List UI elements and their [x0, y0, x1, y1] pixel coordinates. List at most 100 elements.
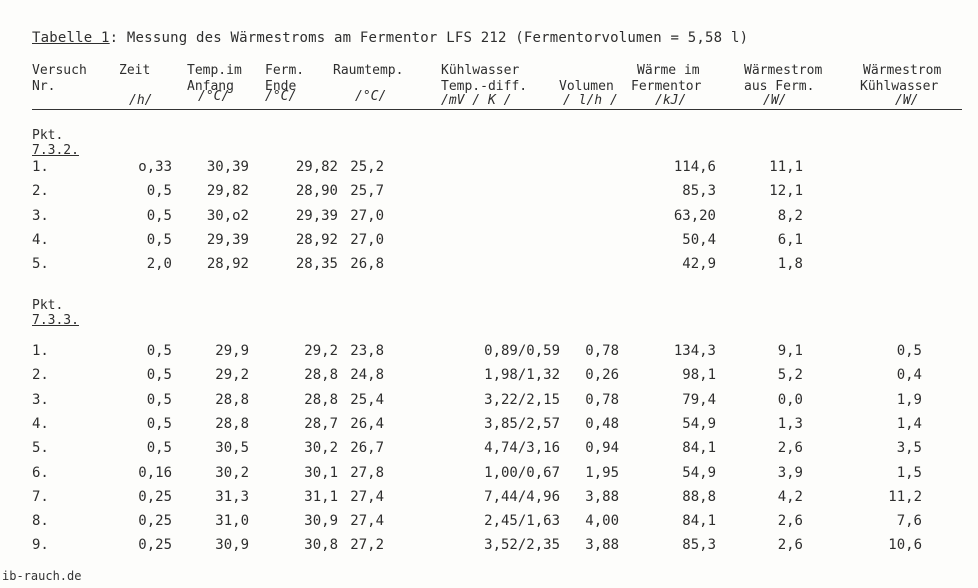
cell-ws_kw: 0,5 [896, 343, 922, 359]
cell-zeit: 0,25 [138, 537, 172, 554]
cell-t_end: 28,92 [295, 231, 338, 248]
section-label-line2: 7.3.2. [32, 143, 79, 158]
cell-vol: 0,26 [585, 367, 619, 384]
cell-t_anf: 29,2 [215, 367, 249, 384]
cell-t_anf: 30,9 [215, 537, 249, 554]
column-unit-raum: /°C/ [355, 89, 387, 104]
cell-waerme: 85,3 [682, 183, 716, 200]
cell-nr: 9. [32, 537, 49, 554]
cell-t_end: 31,1 [304, 488, 338, 505]
column-header-t_end-line2: Ende [265, 79, 297, 94]
column-unit-waerme: /kJ/ [655, 93, 687, 108]
cell-zeit: 0,5 [146, 440, 172, 457]
cell-t_anf: 30,39 [206, 159, 249, 175]
table-title-text: : Messung des Wärmestroms am Fermentor L… [109, 30, 749, 46]
cell-raum: 25,2 [350, 159, 384, 175]
cell-t_anf: 31,3 [215, 488, 249, 505]
cell-ws_ferm: 3,9 [777, 464, 803, 481]
cell-zeit: 0,25 [138, 513, 172, 530]
cell-t_anf: 28,8 [215, 391, 249, 408]
cell-raum: 27,0 [350, 207, 384, 224]
cell-ws_kw: 1,9 [896, 391, 922, 408]
column-header-nr-line2: Nr. [32, 79, 56, 94]
cell-nr: 1. [32, 343, 49, 359]
cell-ws_kw: 7,6 [896, 513, 922, 530]
cell-ws_ferm: 8,2 [777, 207, 803, 224]
cell-t_end: 28,7 [304, 415, 338, 432]
cell-raum: 25,4 [350, 391, 384, 408]
cell-zeit: 0,5 [146, 367, 172, 384]
cell-nr: 7. [32, 488, 49, 505]
cell-waerme: 42,9 [682, 256, 716, 273]
cell-waerme: 54,9 [682, 464, 716, 481]
column-header-t_anf-line2: Anfang [187, 79, 234, 94]
cell-kw: 1,00/0,67 [484, 464, 560, 481]
section-label-line1: Pkt. [32, 128, 64, 143]
cell-nr: 4. [32, 415, 49, 432]
cell-waerme: 85,3 [682, 537, 716, 554]
cell-t_anf: 30,o2 [206, 207, 249, 224]
column-header-vol-line2: Volumen [559, 79, 614, 94]
cell-vol: 3,88 [585, 537, 619, 554]
cell-vol: 3,88 [585, 488, 619, 505]
cell-t_end: 29,2 [304, 343, 338, 359]
cell-raum: 27,4 [350, 513, 384, 530]
cell-waerme: 114,6 [673, 159, 716, 175]
cell-vol: 0,78 [585, 391, 619, 408]
cell-waerme: 134,3 [673, 343, 716, 359]
cell-nr: 6. [32, 464, 49, 481]
cell-ws_ferm: 12,1 [769, 183, 803, 200]
column-unit-ws_kw: /W/ [895, 93, 919, 108]
cell-raum: 23,8 [350, 343, 384, 359]
cell-raum: 25,7 [350, 183, 384, 200]
cell-waerme: 50,4 [682, 231, 716, 248]
cell-ws_kw: 0,4 [896, 367, 922, 384]
cell-ws_ferm: 0,0 [777, 391, 803, 408]
cell-kw: 2,45/1,63 [484, 513, 560, 530]
column-header-nr: Versuch [32, 63, 87, 78]
cell-zeit: 0,5 [146, 343, 172, 359]
footer-watermark: ib-rauch.de [2, 569, 82, 583]
cell-zeit: 2,0 [146, 256, 172, 273]
cell-nr: 4. [32, 231, 49, 248]
table-title: Tabelle 1: Messung des Wärmestroms am Fe… [32, 30, 748, 46]
table-title-label: Tabelle 1 [32, 30, 110, 46]
cell-t_anf: 29,82 [206, 183, 249, 200]
column-header-ws_kw-line2: Kühlwasser [860, 79, 939, 94]
column-unit-ws_ferm: /W/ [763, 93, 787, 108]
cell-ws_ferm: 2,6 [777, 537, 803, 554]
cell-waerme: 79,4 [682, 391, 716, 408]
cell-t_end: 30,8 [304, 537, 338, 554]
cell-waerme: 54,9 [682, 415, 716, 432]
cell-kw: 4,74/3,16 [484, 440, 560, 457]
section-label: Pkt. 7.3.2. [32, 128, 79, 158]
column-header-waerme-line2: Fermentor [631, 79, 702, 94]
column-header-kw-line2: Temp.-diff. [441, 79, 528, 94]
column-header-ws_ferm: Wärmestrom [744, 63, 823, 78]
cell-vol: 1,95 [585, 464, 619, 481]
cell-kw: 1,98/1,32 [484, 367, 560, 384]
cell-zeit: 0,16 [138, 464, 172, 481]
cell-ws_ferm: 1,3 [777, 415, 803, 432]
column-unit-kw: /mV / K / [441, 93, 512, 108]
cell-raum: 26,7 [350, 440, 384, 457]
column-header-ws_ferm-line2: aus Ferm. [744, 79, 815, 94]
cell-raum: 26,8 [350, 256, 384, 273]
cell-t_end: 28,8 [304, 367, 338, 384]
cell-nr: 3. [32, 391, 49, 408]
cell-ws_kw: 3,5 [896, 440, 922, 457]
cell-t_end: 29,82 [295, 159, 338, 175]
cell-ws_ferm: 1,8 [777, 256, 803, 273]
cell-raum: 27,8 [350, 464, 384, 481]
cell-t_end: 30,1 [304, 464, 338, 481]
cell-t_end: 28,35 [295, 256, 338, 273]
cell-zeit: 0,25 [138, 488, 172, 505]
section-label: Pkt. 7.3.3. [32, 298, 79, 328]
cell-zeit: o,33 [138, 159, 172, 175]
column-unit-t_anf: /°C/ [198, 89, 230, 104]
cell-nr: 5. [32, 440, 49, 457]
cell-t_anf: 29,39 [206, 231, 249, 248]
cell-waerme: 84,1 [682, 440, 716, 457]
cell-ws_kw: 1,4 [896, 415, 922, 432]
